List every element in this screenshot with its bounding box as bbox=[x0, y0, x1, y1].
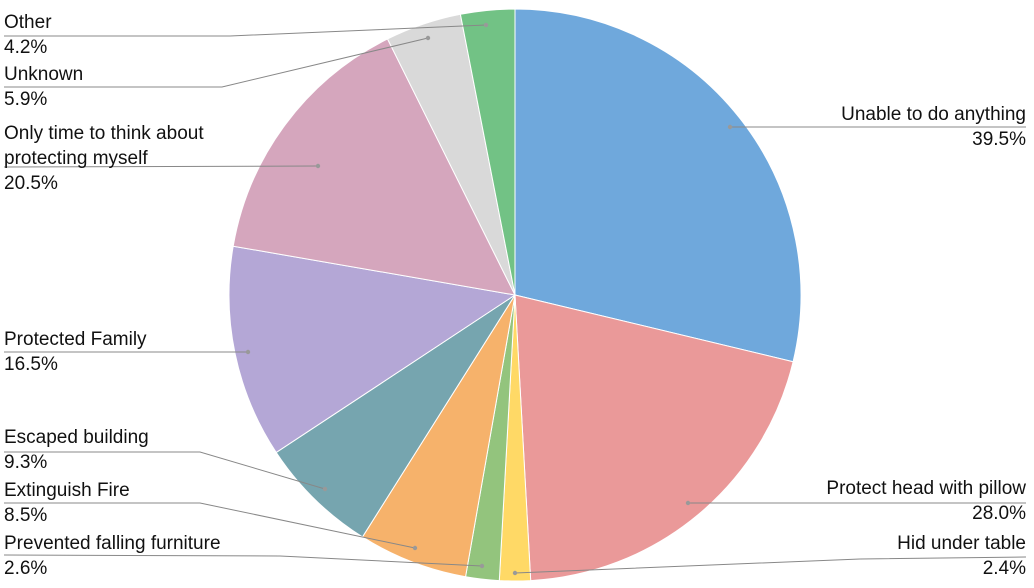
leader-dot bbox=[512, 570, 518, 576]
leader-line bbox=[514, 556, 1027, 574]
slice-label: Prevented falling furniture 2.6% bbox=[4, 531, 256, 581]
leader-line bbox=[3, 165, 319, 168]
slice-label: Protect head with pillow 28.0% bbox=[826, 476, 1026, 526]
slice-label: Escaped building 9.3% bbox=[4, 425, 256, 475]
category-label: Prevented falling furniture bbox=[4, 533, 221, 554]
slice-label: Hid under table 2.4% bbox=[897, 531, 1026, 581]
leader-dot bbox=[412, 545, 418, 551]
value-label: 20.5% bbox=[4, 173, 58, 194]
slice-label: Other 4.2% bbox=[4, 10, 256, 60]
category-label: Other bbox=[4, 12, 52, 33]
category-label: Unable to do anything bbox=[841, 104, 1026, 125]
leader-dot bbox=[727, 124, 733, 130]
pie-slice bbox=[514, 8, 802, 363]
slice-label: Only time to think about protecting myse… bbox=[4, 121, 256, 196]
value-label: 2.6% bbox=[4, 558, 48, 579]
category-label: Only time to think about protecting myse… bbox=[4, 123, 204, 169]
slice-label: Protected Family 16.5% bbox=[4, 327, 256, 377]
pie-slice bbox=[459, 8, 516, 296]
category-label: Unknown bbox=[4, 64, 84, 85]
slice-label: Unable to do anything 39.5% bbox=[841, 102, 1026, 152]
value-label: 5.9% bbox=[4, 89, 48, 110]
value-label: 4.2% bbox=[4, 37, 48, 58]
value-label: 9.3% bbox=[4, 452, 48, 473]
pie-slice bbox=[228, 245, 517, 454]
leader-dot bbox=[483, 22, 489, 28]
value-label: 28.0% bbox=[972, 503, 1026, 524]
category-label: Extinguish Fire bbox=[4, 480, 130, 501]
leader-line bbox=[4, 24, 487, 37]
leader-line bbox=[4, 37, 429, 88]
leader-dot bbox=[685, 500, 691, 506]
leader-dot bbox=[425, 35, 431, 41]
slice-label: Unknown 5.9% bbox=[4, 62, 256, 112]
category-label: Protected Family bbox=[4, 329, 147, 350]
leader-dot bbox=[322, 486, 328, 492]
category-label: Escaped building bbox=[4, 427, 149, 448]
leader-line bbox=[4, 502, 416, 549]
value-label: 16.5% bbox=[4, 354, 58, 375]
value-label: 8.5% bbox=[4, 505, 48, 526]
leader-line bbox=[3, 554, 483, 567]
pie-slice bbox=[275, 294, 516, 538]
category-label: Protect head with pillow bbox=[826, 478, 1026, 499]
pie-slice bbox=[514, 294, 794, 582]
value-label: 39.5% bbox=[972, 129, 1026, 150]
leader-line bbox=[4, 451, 326, 490]
leader-dot bbox=[245, 349, 251, 355]
leader-dot bbox=[479, 563, 485, 569]
leader-dot bbox=[315, 163, 321, 169]
slice-label: Extinguish Fire 8.5% bbox=[4, 478, 256, 528]
pie-slice bbox=[232, 38, 516, 296]
category-label: Hid under table bbox=[897, 533, 1026, 554]
value-label: 2.4% bbox=[982, 558, 1026, 579]
